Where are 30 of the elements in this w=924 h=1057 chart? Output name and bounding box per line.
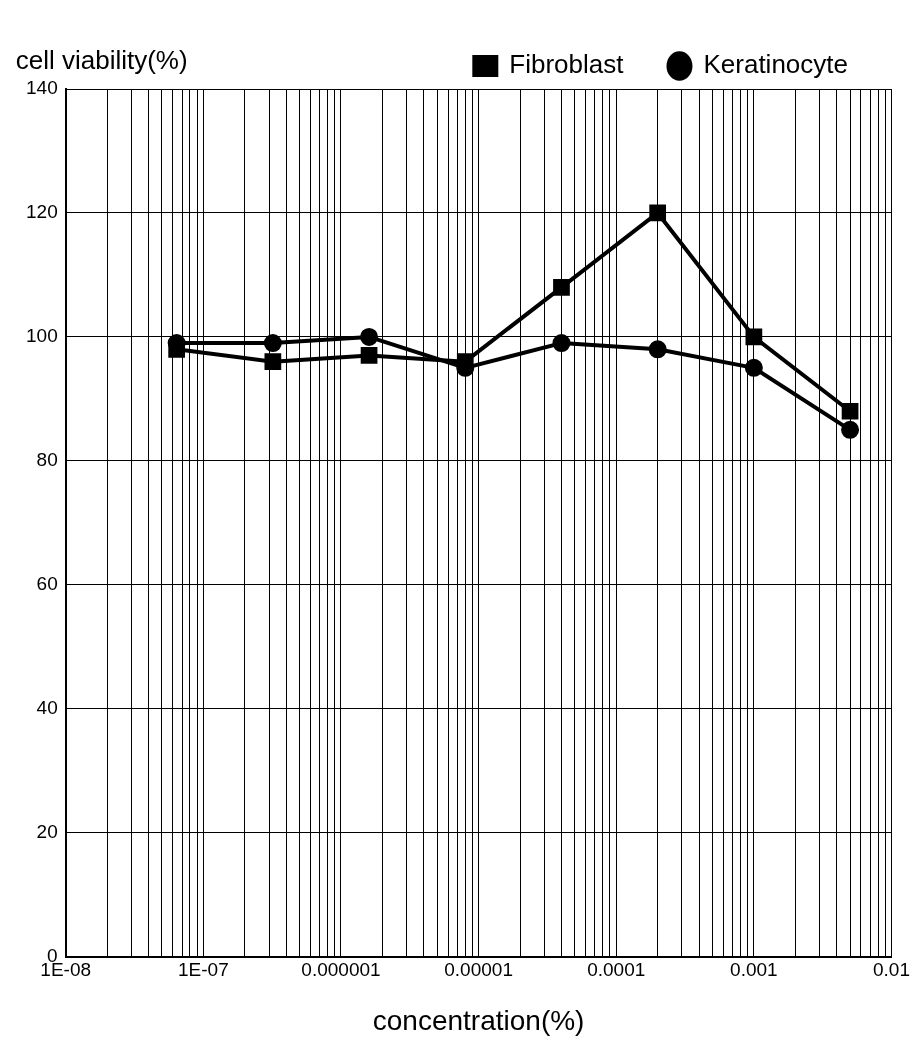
x-tick-label: 0.001 xyxy=(730,959,778,981)
point xyxy=(744,358,763,377)
y-tick-label: 60 xyxy=(36,573,58,595)
y-tick-label: 140 xyxy=(26,77,58,99)
point xyxy=(745,328,763,346)
point xyxy=(649,204,667,222)
y-tick-label: 120 xyxy=(26,201,58,223)
x-tick-label: 0.000001 xyxy=(301,959,381,981)
point xyxy=(552,334,571,353)
point xyxy=(553,278,570,296)
y-tick-label: 40 xyxy=(36,696,58,718)
y-tick-label: 80 xyxy=(36,449,58,471)
point xyxy=(264,353,282,371)
legend-label: Fibroblast xyxy=(509,49,625,80)
point xyxy=(360,327,379,346)
x-axis-title: concentration(%) xyxy=(372,1004,585,1036)
point xyxy=(360,347,378,364)
point xyxy=(263,334,282,353)
x-tick-label: 1E-07 xyxy=(177,959,229,981)
y-axis-title: cell viability(%) xyxy=(15,45,188,76)
y-tick-label: 20 xyxy=(36,820,58,842)
point xyxy=(648,340,667,359)
x-tick-label: 0.01 xyxy=(873,959,910,981)
point xyxy=(841,402,859,420)
x-tick-label: 0.0001 xyxy=(587,959,646,981)
point xyxy=(456,353,474,371)
x-tick-label: 0.00001 xyxy=(444,959,513,981)
y-tick-label: 100 xyxy=(26,325,58,347)
legend-label: Keratinocyte xyxy=(703,49,849,80)
point xyxy=(841,420,860,439)
